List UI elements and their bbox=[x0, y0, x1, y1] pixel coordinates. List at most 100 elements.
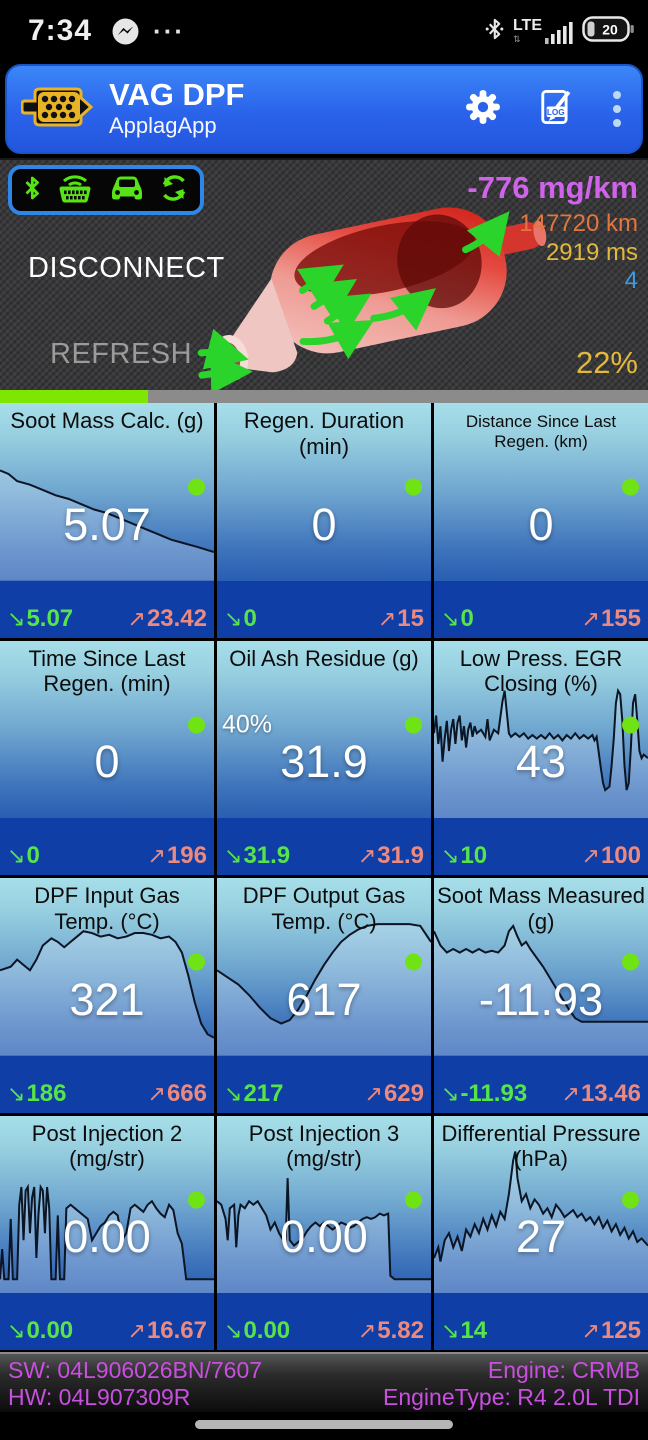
home-indicator[interactable] bbox=[195, 1420, 453, 1429]
min-arrow-icon: ↘ bbox=[224, 605, 243, 631]
bluetooth-icon bbox=[22, 173, 42, 208]
max-arrow-icon: ↗ bbox=[561, 1080, 580, 1106]
live-indicator-dot bbox=[622, 478, 639, 496]
tile-minmax-band: ↘217 ↗629 bbox=[217, 1055, 431, 1113]
live-indicator-dot bbox=[188, 953, 205, 971]
vehicle-icon bbox=[107, 173, 147, 208]
tile-value: -11.93 bbox=[478, 973, 604, 1025]
sw-version: SW: 04L906026BN/7607 bbox=[8, 1357, 263, 1383]
tile-max: ↗13.46 bbox=[561, 1079, 642, 1107]
tile-min: ↘186 bbox=[7, 1081, 66, 1106]
tile-min: ↘0 bbox=[441, 604, 474, 632]
tile-value: 31.9 bbox=[280, 736, 368, 788]
sync-icon bbox=[158, 172, 190, 209]
tile-min: ↘0 bbox=[224, 605, 257, 631]
disconnect-button[interactable]: DISCONNECT bbox=[28, 252, 225, 284]
cellular-signal-icon: LTE ⇅ bbox=[513, 18, 573, 44]
tile-minmax-band: ↘14 ↗125 bbox=[434, 1293, 648, 1350]
tile-max-value: 125 bbox=[600, 1317, 641, 1344]
tile-min: ↘14 bbox=[441, 1319, 487, 1343]
tile-min-value: 0 bbox=[460, 604, 474, 632]
tile-chart bbox=[217, 878, 431, 1056]
tile-max-value: 23.42 bbox=[146, 604, 207, 632]
tile-max: ↗5.82 bbox=[358, 1319, 424, 1343]
gauge-tile[interactable]: DPF Output Gas Temp. (°C) 617 ↘217 ↗629 bbox=[217, 878, 431, 1113]
tile-max: ↗196 bbox=[148, 844, 207, 868]
gauge-tile[interactable]: Oil Ash Residue (g) 40% 31.9 ↘31.9 ↗31.9 bbox=[217, 640, 431, 875]
tile-minmax-band: ↘0.00 ↗5.82 bbox=[217, 1293, 431, 1350]
tile-minmax-band: ↘0 ↗155 bbox=[434, 580, 648, 638]
tile-min-value: 0.00 bbox=[243, 1317, 291, 1344]
tile-minmax-band: ↘0 ↗196 bbox=[0, 818, 214, 875]
tile-value: 0 bbox=[528, 498, 554, 550]
tile-max-value: 16.67 bbox=[146, 1317, 207, 1344]
tile-max-value: 31.9 bbox=[377, 842, 424, 869]
live-indicator-dot bbox=[188, 716, 205, 734]
tile-title: Regen. Duration (min) bbox=[243, 408, 405, 459]
tile-min-value: 217 bbox=[243, 1079, 284, 1107]
tile-max: ↗100 bbox=[582, 844, 641, 868]
gauge-tile[interactable]: Soot Mass Measured (g) -11.93 ↘-11.93 ↗1… bbox=[434, 878, 648, 1113]
tile-min: ↘0.00 bbox=[224, 1319, 290, 1343]
tile-title: Post Injection 3 (mg/str) bbox=[248, 1120, 400, 1172]
tile-title: Soot Mass Measured (g) bbox=[437, 883, 645, 934]
tile-min-value: 0 bbox=[26, 842, 40, 869]
battery-icon: 20 bbox=[582, 15, 634, 47]
svg-text:20: 20 bbox=[602, 21, 618, 37]
max-arrow-icon: ↗ bbox=[377, 605, 397, 631]
min-arrow-icon: ↘ bbox=[441, 1080, 460, 1106]
obd-connector-logo-icon bbox=[20, 79, 95, 140]
live-indicator-dot bbox=[622, 953, 639, 971]
max-arrow-icon: ↗ bbox=[147, 1080, 166, 1106]
gauge-tile[interactable]: Regen. Duration (min) 0 ↘0 ↗15 bbox=[217, 403, 431, 638]
status-bar: 7:34 ··· LTE ⇅ bbox=[0, 0, 648, 62]
gauge-tile[interactable]: Soot Mass Calc. (g) 5.07 ↘5.07 ↗23.42 bbox=[0, 403, 214, 638]
tile-min-value: 14 bbox=[460, 1317, 488, 1344]
tile-chart bbox=[434, 878, 648, 1056]
tile-max-value: 155 bbox=[600, 604, 641, 632]
gauge-tile[interactable]: Low Press. EGR Closing (%) 43 ↘10 ↗100 bbox=[434, 640, 648, 875]
tile-min: ↘0.00 bbox=[7, 1319, 73, 1343]
tile-value: 0 bbox=[94, 736, 120, 788]
min-arrow-icon: ↘ bbox=[7, 843, 26, 868]
live-indicator-dot bbox=[405, 953, 422, 971]
tile-min: ↘-11.93 bbox=[441, 1079, 528, 1107]
tile-max-value: 13.46 bbox=[580, 1079, 641, 1107]
gauge-tile[interactable]: Time Since Last Regen. (min) 0 ↘0 ↗196 bbox=[0, 640, 214, 875]
tile-max: ↗125 bbox=[582, 1319, 641, 1343]
tile-value: 43 bbox=[515, 736, 567, 788]
tile-min-value: 5.07 bbox=[26, 604, 74, 632]
max-arrow-icon: ↗ bbox=[127, 1318, 146, 1343]
min-arrow-icon: ↘ bbox=[7, 1318, 26, 1343]
gauge-tile[interactable]: Distance Since Last Regen. (km) 0 ↘0 ↗15… bbox=[434, 403, 648, 638]
tile-max: ↗629 bbox=[365, 1081, 424, 1106]
tile-extra-label: 40% bbox=[222, 710, 273, 739]
tile-min-value: 0.00 bbox=[26, 1317, 74, 1344]
min-arrow-icon: ↘ bbox=[441, 843, 460, 868]
tile-chart bbox=[434, 1116, 648, 1293]
settings-gear-button[interactable] bbox=[465, 89, 501, 130]
tile-minmax-band: ↘10 ↗100 bbox=[434, 818, 648, 875]
tile-value: 617 bbox=[286, 973, 362, 1025]
min-arrow-icon: ↘ bbox=[224, 1080, 243, 1106]
log-file-button[interactable]: LOG bbox=[535, 87, 575, 132]
tile-value: 0.00 bbox=[280, 1211, 368, 1263]
refresh-button[interactable]: REFRESH bbox=[50, 338, 193, 370]
counter-value: 4 bbox=[624, 267, 638, 294]
gauge-tile[interactable]: Differential Pressure (hPa) 27 ↘14 ↗125 bbox=[434, 1115, 648, 1350]
gauge-tile[interactable]: DPF Input Gas Temp. (°C) 321 ↘186 ↗666 bbox=[0, 878, 214, 1113]
gauge-tile[interactable]: Post Injection 2 (mg/str) 0.00 ↘0.00 ↗16… bbox=[0, 1115, 214, 1350]
overflow-menu-button[interactable] bbox=[609, 87, 625, 131]
connection-status-box bbox=[8, 165, 204, 215]
tile-chart bbox=[0, 1116, 214, 1293]
gauge-grid: Soot Mass Calc. (g) 5.07 ↘5.07 ↗23.42 Re… bbox=[0, 403, 648, 1350]
max-arrow-icon: ↗ bbox=[127, 605, 146, 631]
tile-min-value: -11.93 bbox=[460, 1079, 528, 1107]
gauge-tile[interactable]: Post Injection 3 (mg/str) 0.00 ↘0.00 ↗5.… bbox=[217, 1115, 431, 1350]
response-time-value: 2919 ms bbox=[545, 239, 638, 266]
notification-overflow-icon: ··· bbox=[153, 15, 186, 46]
engine-code: Engine: CRMB bbox=[487, 1357, 640, 1383]
tile-title: DPF Input Gas Temp. (°C) bbox=[34, 883, 180, 934]
tile-max: ↗155 bbox=[582, 604, 641, 632]
tile-chart bbox=[217, 1116, 431, 1293]
